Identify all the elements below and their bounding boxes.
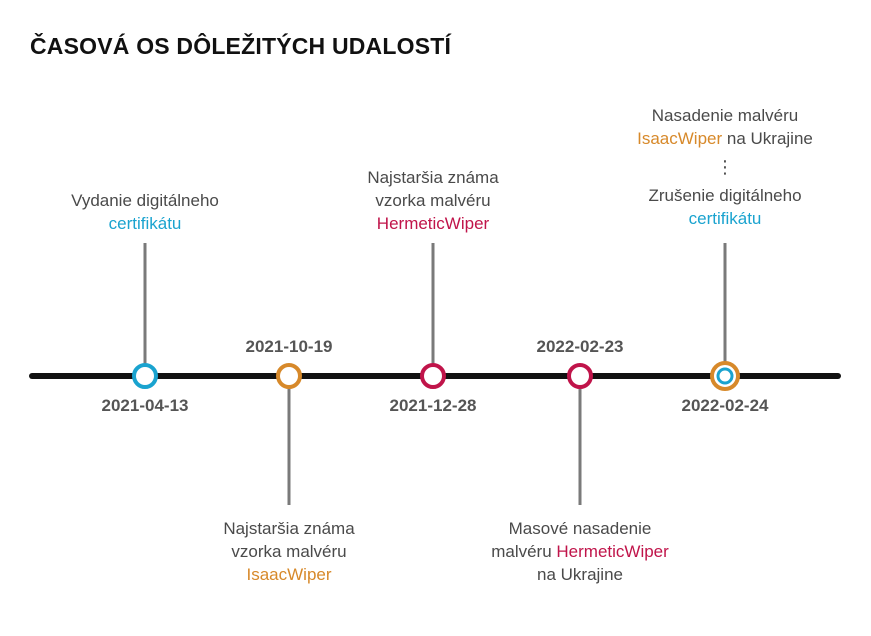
date-2021-04-13: 2021-04-13 (101, 396, 189, 415)
label-text-mixed: malvéru HermeticWiper (460, 540, 700, 563)
event-label-2022-02-23: Masové nasadenie malvéru HermeticWiper n… (460, 517, 700, 586)
label-highlight: certifikátu (688, 209, 762, 228)
marker-2021-12-28 (420, 363, 446, 389)
marker-2021-10-19 (276, 363, 302, 389)
event-label-2021-12-28: Najstaršia známa vzorka malvéru Hermetic… (313, 166, 553, 235)
label-text: Nasadenie malvéru (651, 106, 799, 125)
label-highlight: IsaacWiper (637, 129, 723, 148)
label-text: Najstaršia známa (223, 519, 355, 538)
label-highlight: HermeticWiper (556, 542, 669, 561)
label-text: Masové nasadenie (508, 519, 652, 538)
page-title: ČASOVÁ OS DÔLEŽITÝCH UDALOSTÍ (30, 33, 452, 59)
label-text: malvéru (491, 542, 557, 561)
label-text: Najstaršia známa (367, 168, 499, 187)
label-text: Zrušenie digitálneho (648, 186, 802, 205)
label-text: na Ukrajine (722, 129, 813, 148)
event-label-2021-10-19: Najstaršia známa vzorka malvéru IsaacWip… (169, 517, 409, 586)
marker-2022-02-23 (567, 363, 593, 389)
event-label-2021-04-13: Vydanie digitálneho certifikátu (25, 189, 265, 235)
label-text: Vydanie digitálneho (71, 191, 219, 210)
label-highlight: HermeticWiper (376, 214, 490, 233)
label-text-mixed: IsaacWiper na Ukrajine (605, 127, 845, 150)
ellipsis-icon: ⋮ (716, 157, 734, 177)
label-text: vzorka malvéru (231, 542, 347, 561)
event-label-2022-02-24: Nasadenie malvéru IsaacWiper na Ukrajine… (605, 104, 845, 230)
date-2022-02-24: 2022-02-24 (681, 396, 769, 415)
label-text: vzorka malvéru (375, 191, 491, 210)
date-2021-10-19: 2021-10-19 (245, 337, 333, 356)
label-highlight: certifikátu (108, 214, 182, 233)
date-2021-12-28: 2021-12-28 (389, 396, 477, 415)
date-2022-02-23: 2022-02-23 (536, 337, 624, 356)
marker-2022-02-24-inner (716, 367, 734, 385)
label-text: na Ukrajine (537, 565, 623, 584)
marker-2021-04-13 (132, 363, 158, 389)
label-highlight: IsaacWiper (246, 565, 332, 584)
